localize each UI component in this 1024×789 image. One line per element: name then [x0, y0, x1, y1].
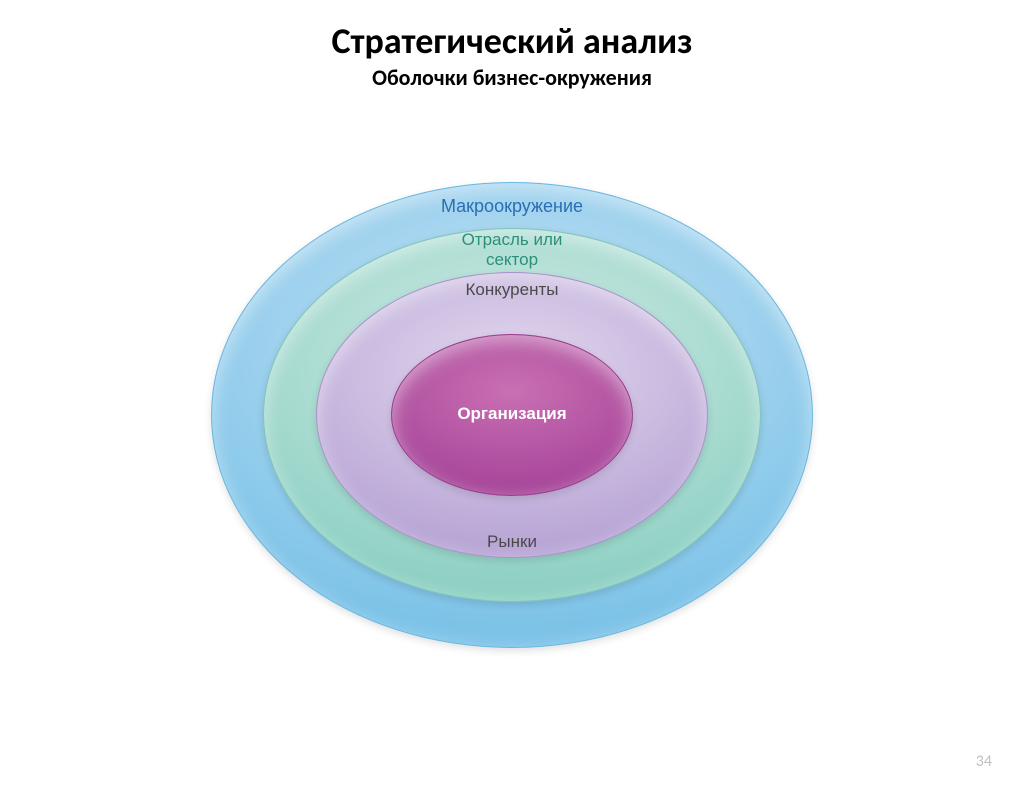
page-subtitle: Оболочки бизнес-окружения [0, 64, 1024, 91]
ring-label-3: Организация [457, 404, 566, 424]
page-title: Стратегический анализ [0, 22, 1024, 62]
ring-label-2: Конкуренты [466, 280, 559, 300]
ring-label-1: Отрасль илисектор [462, 230, 563, 269]
ring-label-0: Макроокружение [441, 196, 583, 217]
ring-bottom-label: Рынки [487, 532, 537, 552]
page-number: 34 [976, 752, 992, 771]
onion-diagram: Макроокружение Отрасль илисектор Конкурент… [202, 182, 822, 662]
